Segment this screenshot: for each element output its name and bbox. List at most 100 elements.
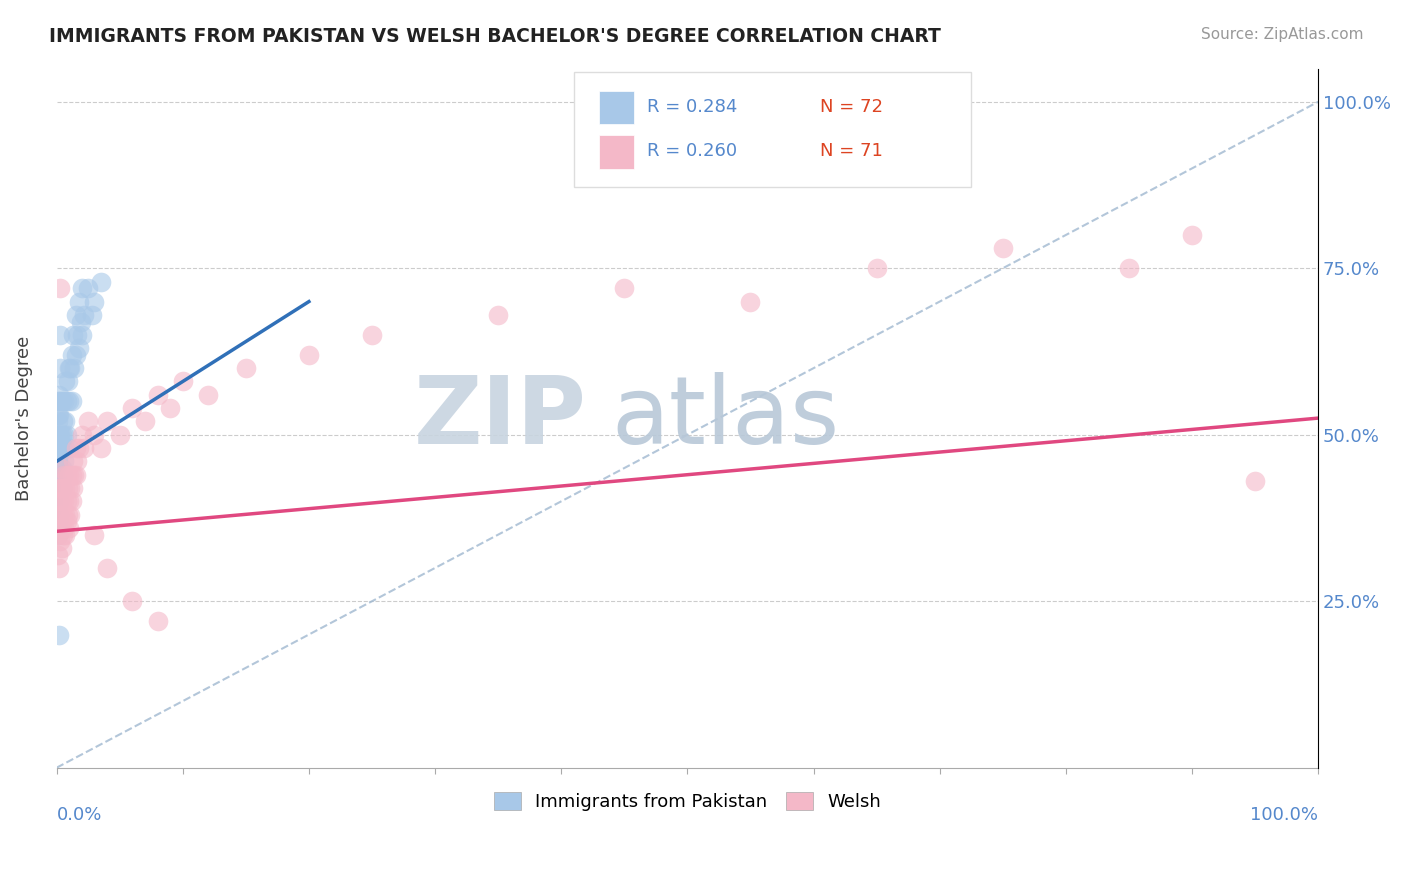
- Point: [49, 327, 72, 342]
- Point: [96, 561, 118, 575]
- Point: [865, 261, 887, 276]
- Point: [55, 508, 77, 522]
- Point: [48, 427, 70, 442]
- Point: [46, 508, 69, 522]
- Point: [55, 527, 77, 541]
- Point: [55, 414, 77, 428]
- Point: [52, 441, 75, 455]
- Point: [108, 427, 131, 442]
- Point: [51, 494, 73, 508]
- Point: [48, 627, 70, 641]
- Point: [49, 481, 72, 495]
- Point: [51, 541, 73, 555]
- Point: [60, 467, 83, 482]
- Point: [46, 427, 69, 442]
- Point: [49, 394, 72, 409]
- Point: [70, 427, 93, 442]
- Point: [55, 494, 77, 508]
- Point: [1118, 261, 1140, 276]
- Point: [51, 427, 73, 442]
- Point: [46, 527, 69, 541]
- Point: [66, 327, 89, 342]
- Point: [49, 281, 72, 295]
- Point: [77, 281, 100, 295]
- Point: [46, 508, 69, 522]
- Point: [49, 441, 72, 455]
- Bar: [599, 135, 634, 169]
- Point: [48, 388, 70, 402]
- Text: Source: ZipAtlas.com: Source: ZipAtlas.com: [1201, 27, 1364, 42]
- Text: R = 0.284: R = 0.284: [647, 98, 737, 116]
- Point: [58, 394, 80, 409]
- Point: [49, 461, 72, 475]
- Point: [49, 427, 72, 442]
- Point: [77, 414, 100, 428]
- Point: [235, 361, 257, 376]
- Point: [740, 294, 762, 309]
- Point: [53, 394, 76, 409]
- Point: [62, 327, 84, 342]
- Point: [49, 508, 72, 522]
- Point: [48, 561, 70, 575]
- Point: [55, 467, 77, 482]
- Point: [46, 475, 69, 489]
- Point: [48, 508, 70, 522]
- Point: [58, 494, 80, 508]
- Text: ZIP: ZIP: [413, 372, 586, 464]
- Point: [1244, 475, 1267, 489]
- Point: [48, 521, 70, 535]
- Point: [53, 521, 76, 535]
- Point: [62, 454, 84, 468]
- Point: [46, 454, 69, 468]
- Point: [63, 467, 86, 482]
- Point: [58, 467, 80, 482]
- Point: [52, 508, 75, 522]
- Point: [46, 461, 69, 475]
- Point: [121, 401, 143, 416]
- Point: [65, 308, 87, 322]
- Text: IMMIGRANTS FROM PAKISTAN VS WELSH BACHELOR'S DEGREE CORRELATION CHART: IMMIGRANTS FROM PAKISTAN VS WELSH BACHEL…: [49, 27, 941, 45]
- Point: [55, 441, 77, 455]
- Point: [73, 441, 96, 455]
- Point: [60, 348, 83, 362]
- Point: [49, 461, 72, 475]
- Point: [46, 414, 69, 428]
- Point: [70, 327, 93, 342]
- Point: [52, 527, 75, 541]
- Point: [59, 508, 82, 522]
- Point: [49, 361, 72, 376]
- Point: [51, 394, 73, 409]
- Point: [80, 308, 103, 322]
- Point: [56, 481, 79, 495]
- Point: [46, 527, 69, 541]
- Point: [298, 348, 321, 362]
- Point: [66, 454, 89, 468]
- Point: [53, 427, 76, 442]
- Point: [65, 441, 87, 455]
- Point: [83, 294, 105, 309]
- Point: [172, 375, 194, 389]
- Point: [65, 348, 87, 362]
- Point: [48, 441, 70, 455]
- Point: [73, 308, 96, 322]
- Point: [46, 441, 69, 455]
- Text: atlas: atlas: [612, 372, 839, 464]
- Point: [56, 375, 79, 389]
- Point: [49, 534, 72, 549]
- Point: [55, 375, 77, 389]
- Point: [146, 388, 169, 402]
- Point: [159, 401, 181, 416]
- Point: [58, 361, 80, 376]
- Point: [52, 467, 75, 482]
- Point: [134, 414, 156, 428]
- Point: [46, 434, 69, 449]
- Point: [46, 494, 69, 508]
- Point: [48, 448, 70, 462]
- Point: [60, 494, 83, 508]
- Point: [46, 467, 69, 482]
- Point: [49, 481, 72, 495]
- Bar: [599, 91, 634, 125]
- Point: [60, 394, 83, 409]
- FancyBboxPatch shape: [574, 72, 972, 187]
- Point: [48, 461, 70, 475]
